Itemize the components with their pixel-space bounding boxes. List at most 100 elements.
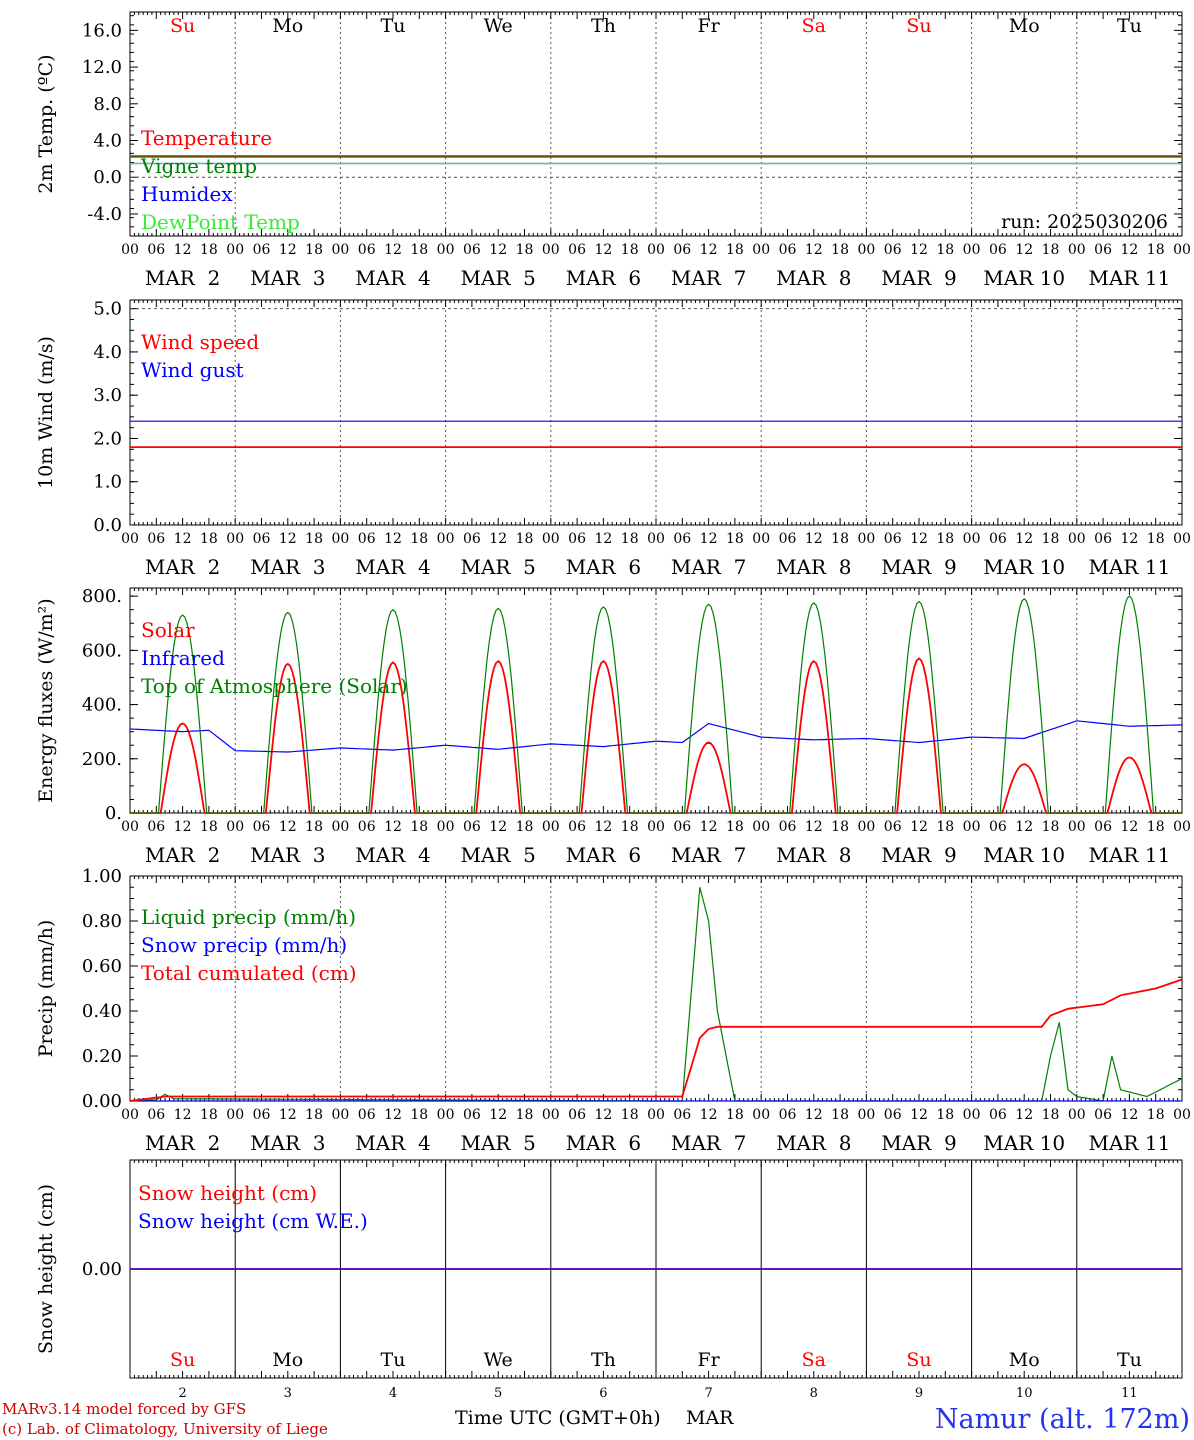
day-abbr-label: We: [484, 15, 513, 37]
hour-tick-label: 06: [673, 531, 691, 547]
panel-1: -4.0 0.0 4.0 8.0 12.0 16.0 2m Temp. (ºC) Temper…: [35, 11, 1191, 290]
hour-tick-label: 18: [410, 242, 428, 258]
hour-tick-label: 00: [963, 242, 981, 258]
hour-tick-label: 18: [936, 819, 954, 835]
date-label: MAR 2: [145, 843, 220, 867]
run-label: run: 2025030206: [1001, 211, 1168, 233]
hour-tick-label: 00: [647, 819, 665, 835]
legend-entry: Snow precip (mm/h): [141, 933, 347, 957]
date-label: MAR 10: [983, 843, 1065, 867]
date-label: MAR 3: [250, 266, 325, 290]
y-tick-label: 600.: [82, 640, 122, 661]
hour-tick-label: 18: [1147, 242, 1165, 258]
legend-entry: Snow height (cm): [138, 1181, 317, 1205]
hour-tick-label: 18: [621, 242, 639, 258]
day-abbr-label: Fr: [697, 15, 720, 37]
hour-tick-label: 00: [1173, 1107, 1191, 1123]
y-tick-label: 0.80: [82, 911, 122, 932]
y-tick-label: 0.40: [82, 1001, 122, 1022]
y-tick-label: 16.0: [82, 20, 122, 41]
hour-tick-label: 18: [936, 531, 954, 547]
hour-tick-label: 06: [779, 819, 797, 835]
hour-tick-label: 12: [174, 819, 192, 835]
date-label: MAR 7: [671, 266, 746, 290]
hour-tick-label: 12: [805, 1107, 823, 1123]
hour-tick-label: 18: [1042, 819, 1060, 835]
legend-entry: Vigne temp: [140, 154, 257, 178]
hour-tick-label: 18: [305, 242, 323, 258]
hour-tick-label: 06: [1094, 531, 1112, 547]
date-label: MAR 2: [145, 266, 220, 290]
y-tick-label: 0.0: [93, 167, 122, 188]
day-abbr-label: Fr: [697, 1349, 720, 1371]
hour-tick-label: 12: [174, 531, 192, 547]
date-label: MAR 5: [460, 555, 535, 579]
y-tick-label: 3.0: [93, 385, 122, 406]
panel-5: 0.00 Snow height (cm) Snow height (cm) Snow…: [35, 1159, 1183, 1401]
day-number-label: 4: [389, 1386, 397, 1401]
legend-entry: Snow height (cm W.E.): [138, 1209, 368, 1233]
hour-tick-label: 06: [779, 531, 797, 547]
hour-tick-label: 06: [884, 531, 902, 547]
hour-tick-label: 12: [1120, 531, 1138, 547]
hour-tick-label: 18: [200, 1107, 218, 1123]
hour-tick-label: 18: [305, 531, 323, 547]
hour-tick-label: 00: [752, 242, 770, 258]
y-tick-label: 1.00: [82, 866, 122, 887]
day-number-label: 7: [704, 1386, 712, 1401]
hour-tick-label: 00: [647, 1107, 665, 1123]
hour-tick-label: 00: [226, 531, 244, 547]
hour-tick-label: 06: [779, 1107, 797, 1123]
hour-tick-label: 12: [594, 531, 612, 547]
hour-tick-label: 12: [1120, 1107, 1138, 1123]
hour-tick-label: 12: [805, 819, 823, 835]
hour-tick-label: 06: [358, 531, 376, 547]
legend-entry: DewPoint Temp: [141, 210, 300, 234]
y-axis-title: Snow height (cm): [35, 1184, 57, 1354]
station-label: Namur (alt. 172m): [935, 1404, 1190, 1435]
y-tick-label: 0.60: [82, 956, 122, 977]
time-axis-label: Time UTC (GMT+0h): [455, 1407, 661, 1429]
legend-entry: Total cumulated (cm): [141, 961, 357, 985]
day-abbr-label: We: [484, 1349, 513, 1371]
hour-tick-label: 06: [358, 242, 376, 258]
date-label: MAR 3: [250, 555, 325, 579]
hour-tick-label: 18: [200, 531, 218, 547]
hour-tick-label: 06: [884, 242, 902, 258]
hour-tick-label: 18: [200, 819, 218, 835]
hour-tick-label: 06: [989, 242, 1007, 258]
hour-tick-label: 00: [963, 819, 981, 835]
hour-tick-label: 00: [647, 242, 665, 258]
hour-tick-label: 00: [963, 1107, 981, 1123]
hour-tick-label: 06: [779, 242, 797, 258]
hour-tick-label: 18: [516, 1107, 534, 1123]
hour-tick-label: 06: [1094, 1107, 1112, 1123]
hour-tick-label: 18: [1042, 242, 1060, 258]
hour-tick-label: 18: [831, 1107, 849, 1123]
hour-tick-label: 00: [647, 531, 665, 547]
date-label: MAR 3: [250, 843, 325, 867]
hour-tick-label: 18: [1042, 1107, 1060, 1123]
hour-tick-label: 06: [673, 819, 691, 835]
hour-tick-label: 06: [358, 819, 376, 835]
y-tick-label: 8.0: [93, 94, 122, 115]
footer-lab: (c) Lab. of Climatology, University of L…: [2, 1420, 328, 1438]
date-label: MAR 4: [355, 266, 430, 290]
hour-tick-label: 12: [700, 531, 718, 547]
day-abbr-label: Mo: [272, 15, 303, 37]
hour-tick-label: 12: [910, 531, 928, 547]
y-tick-label: 0.0: [93, 515, 122, 536]
hour-tick-label: 06: [253, 819, 271, 835]
day-abbr-label: Mo: [272, 1349, 303, 1371]
series-line-infrared: [129, 720, 1183, 753]
hour-tick-label: 12: [279, 819, 297, 835]
hour-tick-label: 12: [700, 1107, 718, 1123]
hour-tick-label: 12: [1015, 819, 1033, 835]
hour-tick-label: 18: [621, 531, 639, 547]
day-number-label: 9: [915, 1386, 923, 1401]
date-label: MAR 2: [145, 1131, 220, 1155]
hour-tick-label: 12: [594, 1107, 612, 1123]
hour-tick-label: 18: [200, 242, 218, 258]
hour-tick-label: 12: [174, 1107, 192, 1123]
hour-tick-label: 18: [1147, 531, 1165, 547]
